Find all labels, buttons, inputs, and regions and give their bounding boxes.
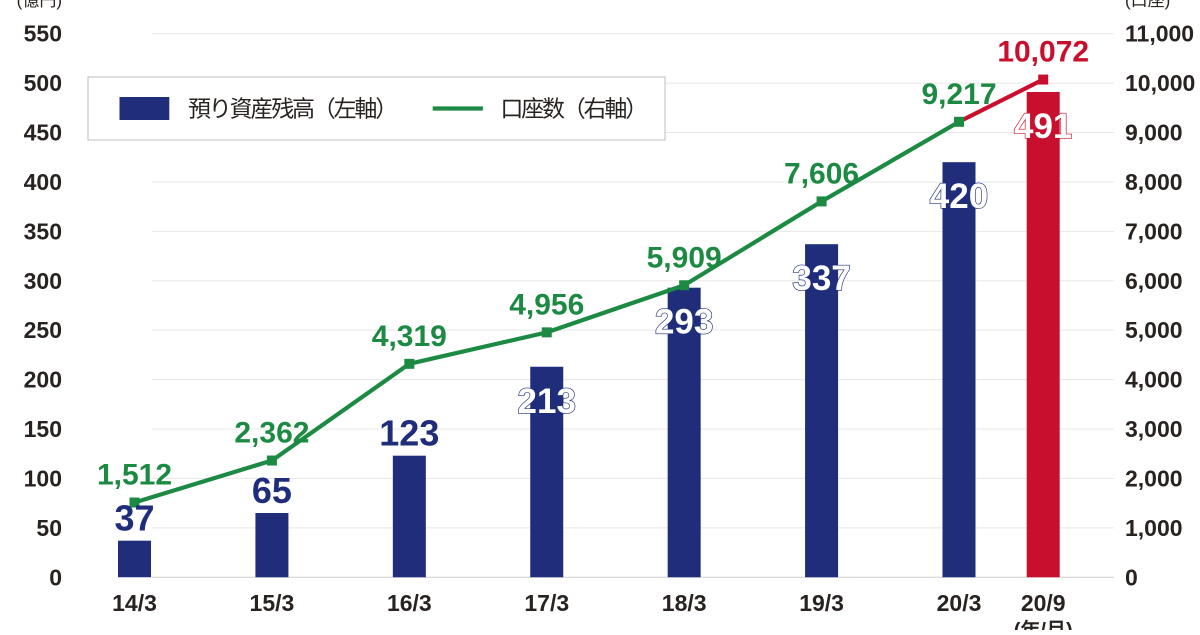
svg-text:150: 150 [24,416,62,442]
svg-text:491: 491 [1014,107,1072,146]
svg-text:7,000: 7,000 [1125,218,1183,244]
svg-text:9,217: 9,217 [921,78,996,111]
svg-text:450: 450 [24,120,62,146]
svg-text:300: 300 [24,268,62,294]
svg-text:17/3: 17/3 [524,590,569,616]
svg-text:5,000: 5,000 [1125,317,1183,343]
svg-text:0: 0 [49,564,62,590]
svg-text:350: 350 [24,218,62,244]
svg-text:4,000: 4,000 [1125,367,1183,393]
svg-text:250: 250 [24,317,62,343]
svg-text:37: 37 [114,498,154,539]
svg-text:10,000: 10,000 [1125,70,1195,96]
svg-text:2,362: 2,362 [234,417,309,450]
svg-text:10,072: 10,072 [997,36,1089,69]
svg-text:100: 100 [24,465,62,491]
svg-text:(億円): (億円) [17,0,62,10]
svg-text:550: 550 [24,21,62,47]
svg-text:5,909: 5,909 [647,241,722,274]
svg-text:9,000: 9,000 [1125,120,1183,146]
svg-text:200: 200 [24,367,62,393]
svg-text:11,000: 11,000 [1125,21,1194,47]
svg-text:400: 400 [24,169,62,195]
svg-text:3,000: 3,000 [1125,416,1183,442]
svg-text:16/3: 16/3 [387,590,432,616]
svg-text:50: 50 [36,515,62,541]
svg-text:18/3: 18/3 [662,590,707,616]
svg-text:2,000: 2,000 [1125,465,1183,491]
svg-text:7,606: 7,606 [784,157,859,190]
svg-text:1,512: 1,512 [97,459,172,492]
svg-text:500: 500 [24,70,62,96]
svg-text:1,000: 1,000 [1125,515,1183,541]
svg-text:(年/月): (年/月) [1014,618,1073,630]
svg-text:293: 293 [655,303,713,342]
svg-text:19/3: 19/3 [799,590,844,616]
svg-text:20/9: 20/9 [1021,590,1066,616]
svg-text:65: 65 [252,470,292,511]
svg-text:6,000: 6,000 [1125,268,1183,294]
svg-text:口座数（右軸）: 口座数（右軸） [500,96,646,122]
svg-text:0: 0 [1125,564,1138,590]
svg-text:337: 337 [792,259,850,298]
svg-text:(口座): (口座) [1125,0,1170,10]
svg-text:14/3: 14/3 [112,590,157,616]
svg-text:4,319: 4,319 [372,320,447,353]
svg-text:420: 420 [930,177,988,216]
svg-text:213: 213 [518,382,576,421]
svg-text:預り資産残高（左軸）: 預り資産残高（左軸） [188,96,396,122]
svg-text:123: 123 [379,413,439,454]
svg-text:20/3: 20/3 [937,590,982,616]
svg-text:15/3: 15/3 [250,590,295,616]
svg-text:4,956: 4,956 [509,288,584,321]
svg-text:8,000: 8,000 [1125,169,1183,195]
